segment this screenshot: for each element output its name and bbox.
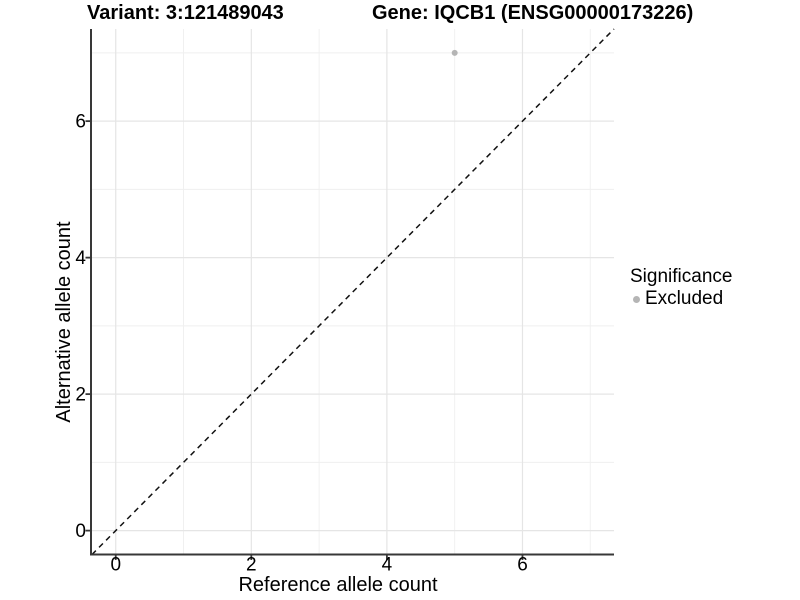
x-tick-label: 2 <box>246 555 257 576</box>
x-axis-title: Reference allele count <box>238 574 438 596</box>
x-tick-label: 6 <box>517 555 528 576</box>
x-tick-label: 0 <box>110 555 121 576</box>
identity-reference-line <box>91 28 615 556</box>
data-point <box>451 49 458 56</box>
y-tick-label: 6 <box>75 112 86 133</box>
chart-title-variant: Variant: 3:121489043 <box>87 2 284 24</box>
legend-point-icon <box>633 295 640 303</box>
y-tick-label: 4 <box>75 248 86 269</box>
y-tick-label: 2 <box>75 385 86 406</box>
chart-title-gene: Gene: IQCB1 (ENSG00000173226) <box>372 2 694 24</box>
legend-item-excluded: Excluded <box>630 288 732 310</box>
legend: Significance Excluded <box>630 266 732 310</box>
y-axis-title: Alternative allele count <box>53 221 75 423</box>
legend-title: Significance <box>630 266 733 287</box>
legend-item-label: Excluded <box>645 288 724 309</box>
x-tick-label: 4 <box>382 555 393 576</box>
y-tick-label: 0 <box>75 521 86 542</box>
